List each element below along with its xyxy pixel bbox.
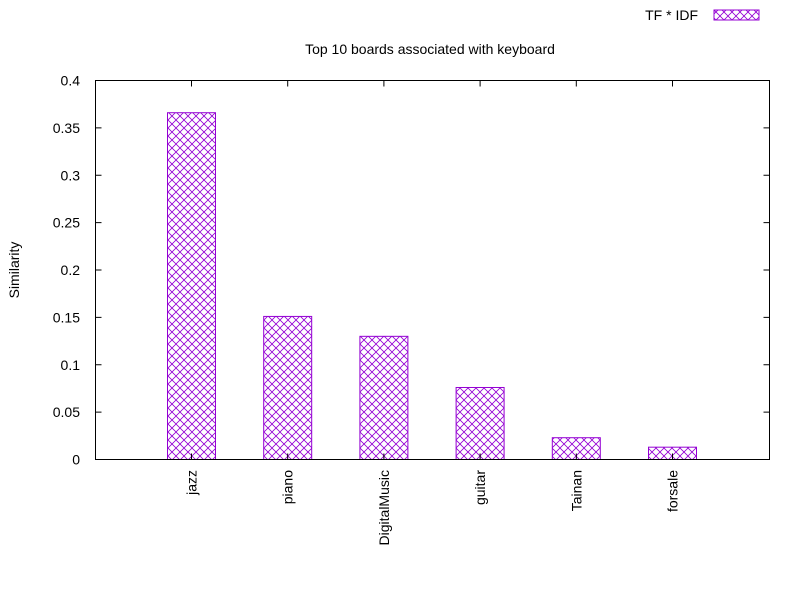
chart-title: Top 10 boards associated with keyboard [305, 41, 555, 57]
legend: TF * IDF [645, 7, 760, 23]
bars [167, 112, 697, 461]
plot-frame [95, 80, 770, 460]
y-tick-label: 0.4 [61, 73, 81, 89]
y-tick-label: 0.25 [53, 215, 80, 231]
bar-guitar [455, 386, 505, 460]
x-tick-label: jazz [184, 470, 200, 496]
bar-piano [263, 315, 313, 460]
y-tick-label: 0.2 [61, 262, 81, 278]
x-tick-label: forsale [665, 470, 681, 512]
y-axis-label: Similarity [6, 242, 22, 299]
x-tick-labels: jazz piano DigitalMusic guitar Tainan forsale [184, 80, 681, 545]
y-tick-label: 0.15 [53, 309, 80, 325]
y-ticks: 0 0.05 0.1 0.15 0.2 0.25 0.3 0.35 0.4 [53, 73, 770, 468]
x-tick-label: Tainan [568, 470, 584, 511]
y-tick-label: 0.3 [61, 167, 81, 183]
y-tick-label: 0.05 [53, 404, 80, 420]
x-tick-label: piano [280, 470, 296, 504]
bar-jazz [167, 112, 216, 460]
legend-label: TF * IDF [645, 7, 698, 23]
x-tick-label: DigitalMusic [376, 470, 392, 545]
legend-swatch [713, 9, 760, 21]
y-tick-label: 0.1 [61, 357, 81, 373]
y-tick-label: 0.35 [53, 120, 80, 136]
bar-digitalmusic [359, 335, 409, 461]
x-tick-label: guitar [472, 470, 488, 505]
y-tick-label: 0 [72, 452, 80, 468]
